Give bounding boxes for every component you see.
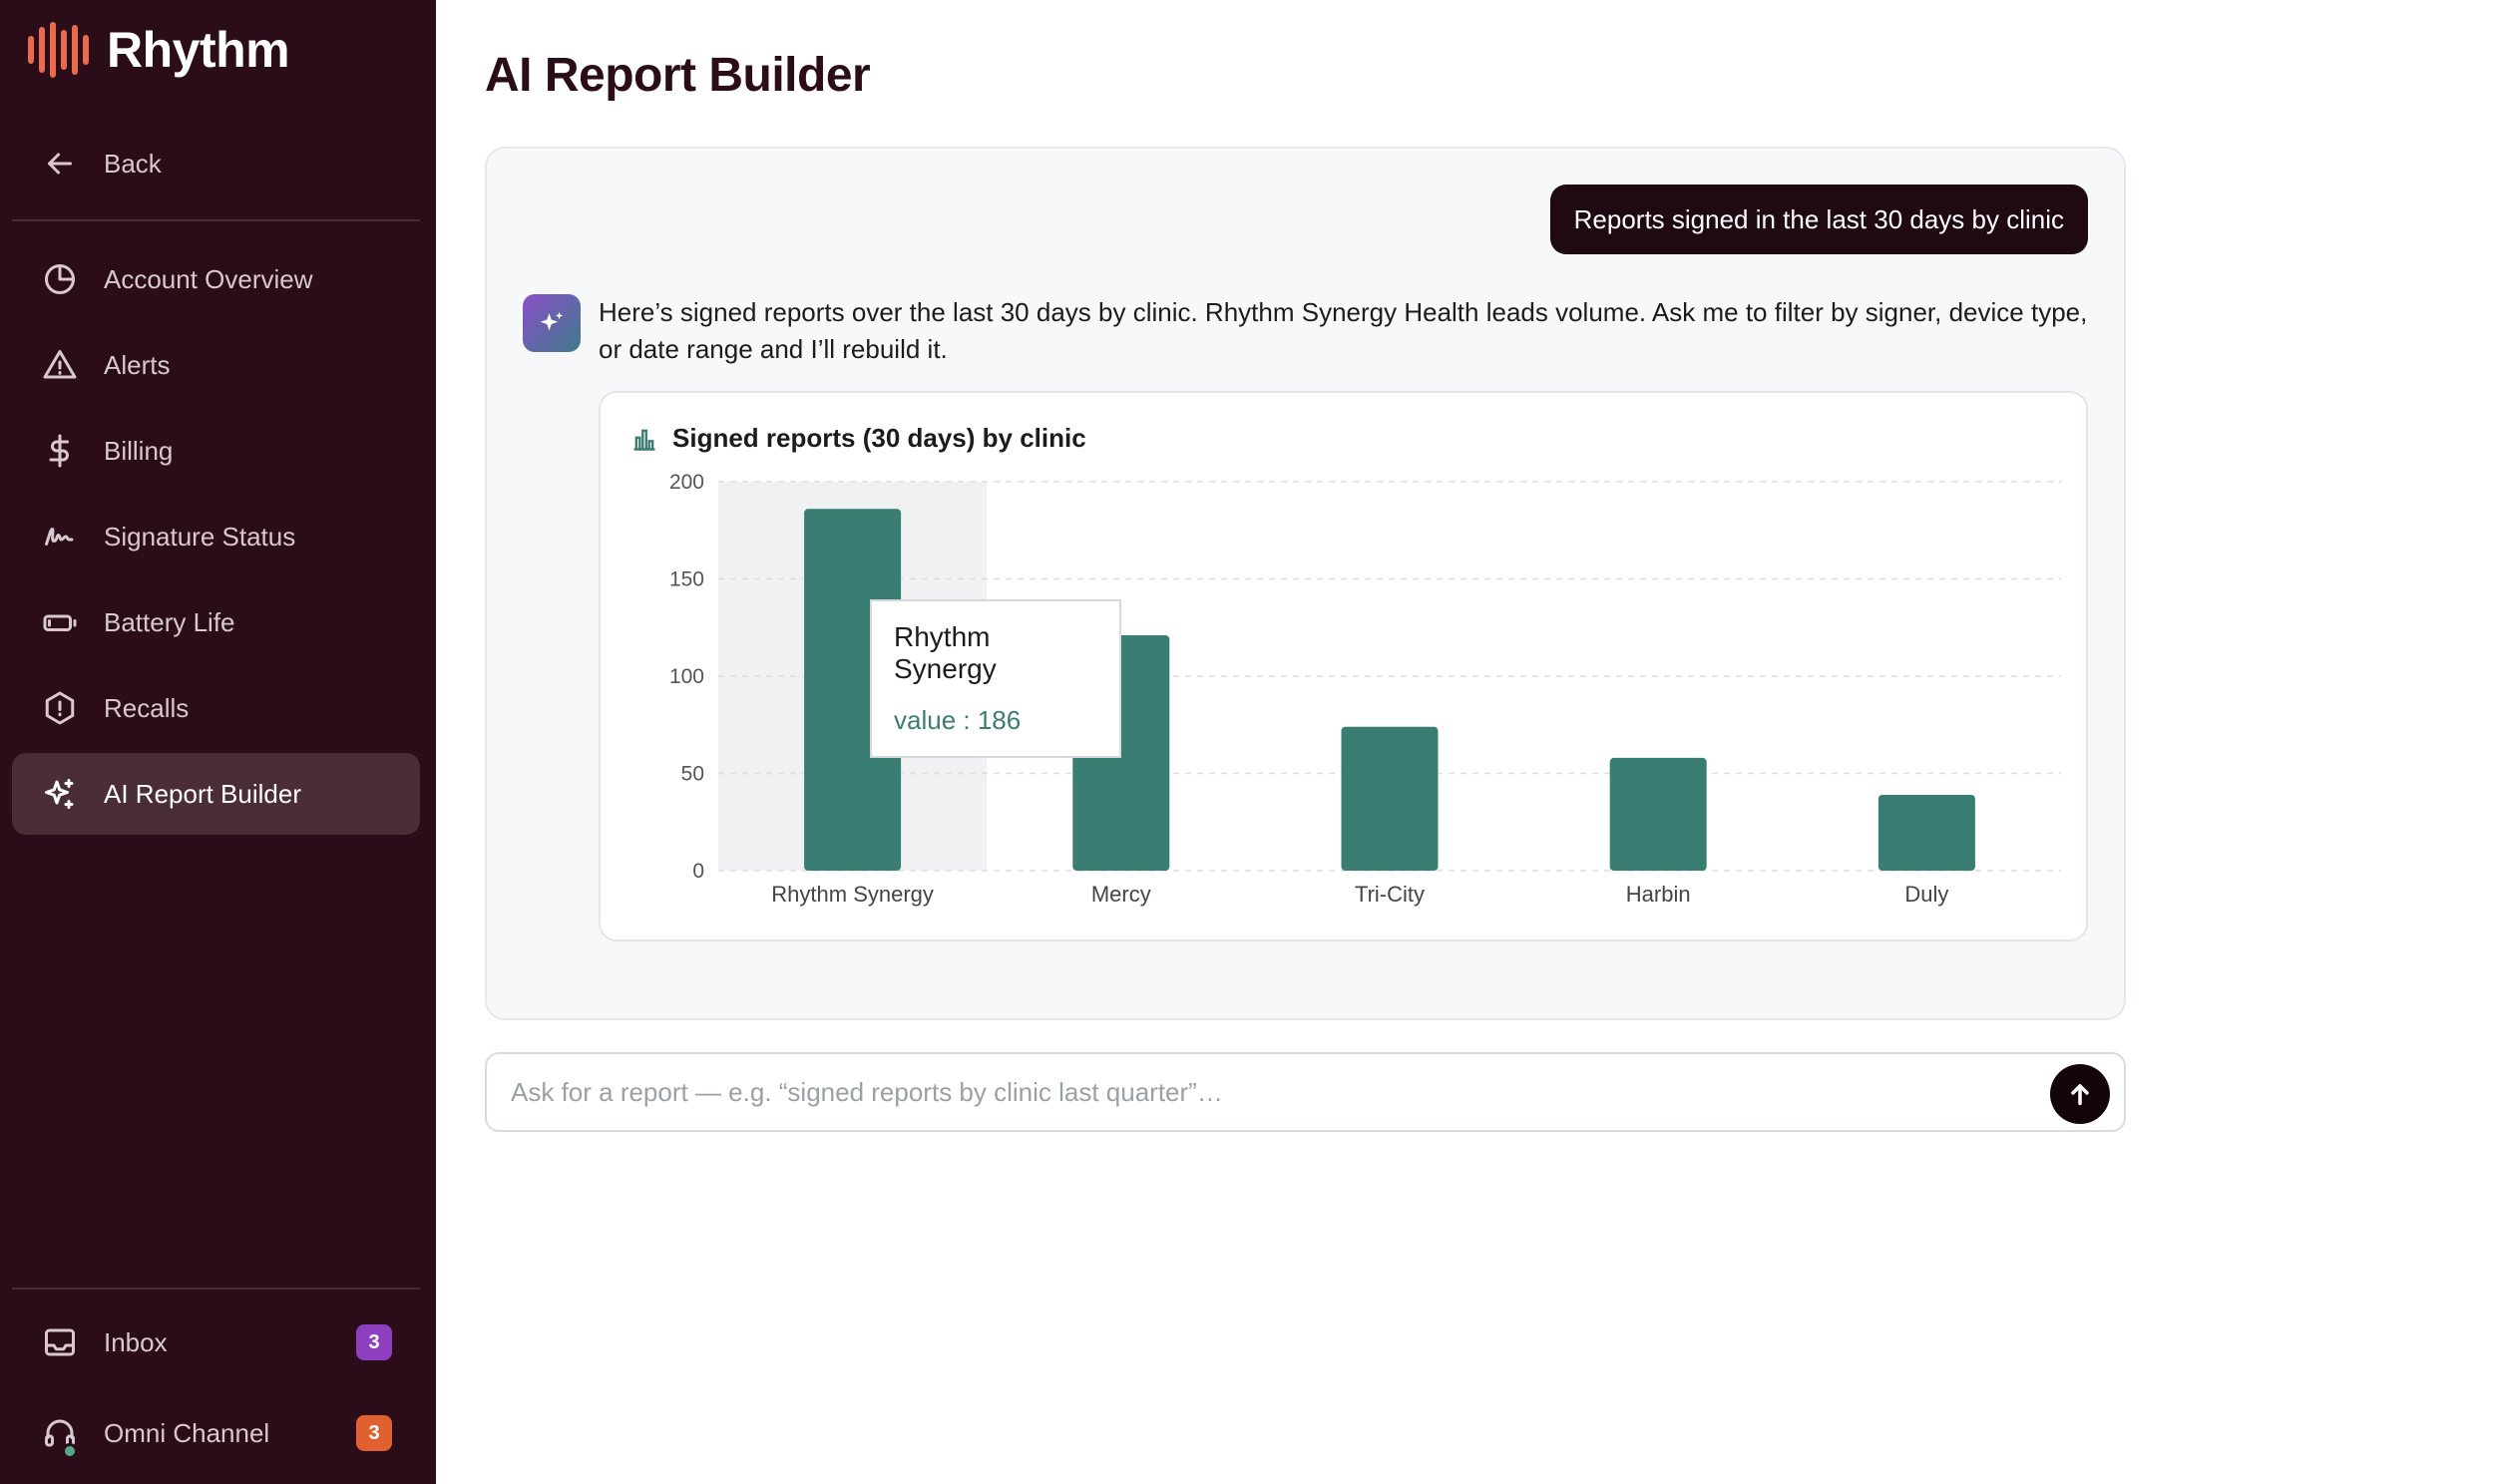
- sidebar-item-label: AI Report Builder: [104, 778, 301, 809]
- sidebar-item-label: Inbox: [104, 1326, 168, 1357]
- tooltip-value: value : 186: [894, 705, 1022, 735]
- chart-card: Signed reports (30 days) by clinic 0 50 10…: [599, 391, 2088, 941]
- online-status-dot: [62, 1443, 78, 1459]
- sidebar-item-account-overview[interactable]: Account Overview: [12, 238, 420, 320]
- sidebar-item-ai-report-builder[interactable]: AI Report Builder: [12, 753, 420, 835]
- bar-duly: [1877, 794, 1975, 871]
- ai-assistant-avatar: [523, 294, 581, 352]
- tooltip-category: Rhythm Synergy: [894, 621, 997, 684]
- dollar-icon: [40, 431, 80, 471]
- sidebar-item-label: Recalls: [104, 692, 190, 723]
- x-tick-label: Tri-City: [1355, 882, 1425, 907]
- omni-channel-count-badge: 3: [356, 1415, 392, 1451]
- rhythm-logo-icon: [28, 22, 89, 78]
- sidebar-item-recalls[interactable]: Recalls: [12, 667, 420, 749]
- sidebar-item-label: Signature Status: [104, 521, 296, 552]
- sidebar-footer-divider: [12, 1288, 420, 1290]
- sidebar-item-omni-channel[interactable]: Omni Channel 3: [12, 1392, 420, 1474]
- x-tick-label: Rhythm Synergy: [771, 882, 934, 907]
- prompt-box: [485, 1052, 2126, 1132]
- y-tick-label: 0: [692, 860, 704, 883]
- sidebar-item-battery-life[interactable]: Battery Life: [12, 581, 420, 663]
- y-tick-label: 150: [669, 568, 704, 591]
- sidebar-item-signature-status[interactable]: Signature Status: [12, 496, 420, 577]
- y-tick-label: 200: [669, 471, 704, 494]
- headset-icon: [40, 1413, 80, 1459]
- bar-tri-city: [1341, 726, 1439, 871]
- battery-icon: [40, 602, 80, 642]
- chart-header: Signed reports (30 days) by clinic: [630, 423, 1086, 454]
- sidebar-item-label: Battery Life: [104, 606, 235, 637]
- sidebar-item-label: Billing: [104, 435, 174, 466]
- brand-logo[interactable]: Rhythm: [28, 20, 290, 80]
- sidebar-item-label: Account Overview: [104, 263, 313, 294]
- x-tick-label: Mercy: [1091, 882, 1151, 907]
- sidebar-item-label: Omni Channel: [104, 1417, 270, 1448]
- y-tick-label: 50: [681, 763, 704, 786]
- inbox-count-badge: 3: [356, 1324, 392, 1360]
- sparkles-icon: [540, 311, 564, 331]
- x-tick-label: Duly: [1904, 882, 1948, 907]
- bar-chart: 0 50 100 150 200 Rhythm Synergy Mercy Tri-City H…: [669, 471, 2061, 907]
- user-message-bubble: Reports signed in the last 30 days by cl…: [1549, 185, 2088, 254]
- ai-message-text: Here’s signed reports over the last 30 d…: [599, 297, 2088, 364]
- y-tick-label: 100: [669, 665, 704, 688]
- back-label: Back: [104, 148, 162, 179]
- sidebar-item-inbox[interactable]: Inbox 3: [12, 1301, 420, 1383]
- brand-name: Rhythm: [107, 22, 290, 78]
- page-title: AI Report Builder: [485, 49, 871, 102]
- sidebar-item-label: Alerts: [104, 349, 171, 380]
- report-prompt-input[interactable]: [511, 1054, 2007, 1130]
- inbox-icon: [40, 1322, 80, 1362]
- sidebar-item-billing[interactable]: Billing: [12, 410, 420, 492]
- sparkles-icon: [40, 774, 80, 814]
- alert-octagon-icon: [40, 688, 80, 728]
- bar-harbin: [1609, 757, 1707, 871]
- bar-rhythm-synergy: [804, 509, 902, 871]
- signature-icon: [40, 517, 80, 556]
- sidebar-divider: [12, 219, 420, 221]
- sidebar: Rhythm Back Account Overview Alerts Bill…: [0, 0, 436, 1484]
- arrow-left-icon: [40, 144, 80, 184]
- back-button[interactable]: Back: [12, 123, 420, 204]
- bar-chart-icon: [633, 429, 655, 451]
- pie-chart-icon: [40, 259, 80, 299]
- x-tick-label: Harbin: [1626, 882, 1691, 907]
- arrow-up-icon: [2071, 1084, 2089, 1106]
- send-button[interactable]: [2050, 1064, 2110, 1124]
- chart-tooltip: Rhythm Synergy value : 186: [870, 599, 1121, 758]
- chat-panel: Reports signed in the last 30 days by cl…: [485, 147, 2126, 1020]
- sidebar-item-alerts[interactable]: Alerts: [12, 324, 420, 406]
- warning-triangle-icon: [40, 345, 80, 385]
- chart-title: Signed reports (30 days) by clinic: [672, 423, 1086, 453]
